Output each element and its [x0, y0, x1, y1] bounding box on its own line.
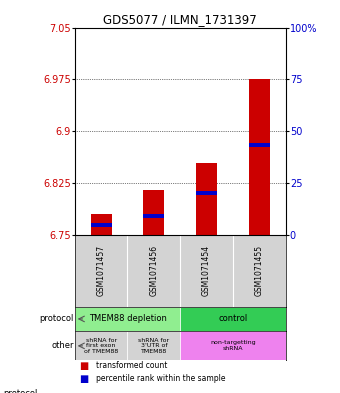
Bar: [90, 223, 112, 227]
Bar: [196, 163, 217, 235]
Bar: [75, 307, 180, 331]
Text: GSM1071456: GSM1071456: [149, 245, 158, 296]
Text: protocol: protocol: [3, 389, 38, 393]
Bar: [249, 79, 270, 235]
Text: ■: ■: [79, 361, 88, 371]
Bar: [75, 331, 128, 360]
Text: control: control: [218, 314, 248, 323]
Bar: [143, 214, 164, 218]
Bar: [90, 215, 112, 235]
Text: ■: ■: [79, 374, 88, 384]
Text: percentile rank within the sample: percentile rank within the sample: [96, 375, 225, 384]
Text: GSM1071457: GSM1071457: [97, 245, 106, 296]
Text: transformed count: transformed count: [96, 362, 167, 370]
Bar: [180, 331, 286, 360]
Bar: [180, 307, 286, 331]
Text: other: other: [51, 342, 74, 351]
Bar: [249, 143, 270, 147]
Text: shRNA for
3'UTR of
TMEM88: shRNA for 3'UTR of TMEM88: [138, 338, 169, 354]
Text: shRNA for
first exon
of TMEM88: shRNA for first exon of TMEM88: [84, 338, 118, 354]
Bar: [196, 191, 217, 195]
Bar: [143, 190, 164, 235]
Text: protocol: protocol: [39, 314, 74, 323]
Text: GSM1071454: GSM1071454: [202, 245, 211, 296]
Text: TMEM88 depletion: TMEM88 depletion: [88, 314, 167, 323]
Title: GDS5077 / ILMN_1731397: GDS5077 / ILMN_1731397: [103, 13, 257, 26]
Text: non-targetting
shRNA: non-targetting shRNA: [210, 340, 256, 351]
Bar: [128, 331, 180, 360]
Text: GSM1071455: GSM1071455: [255, 245, 264, 296]
